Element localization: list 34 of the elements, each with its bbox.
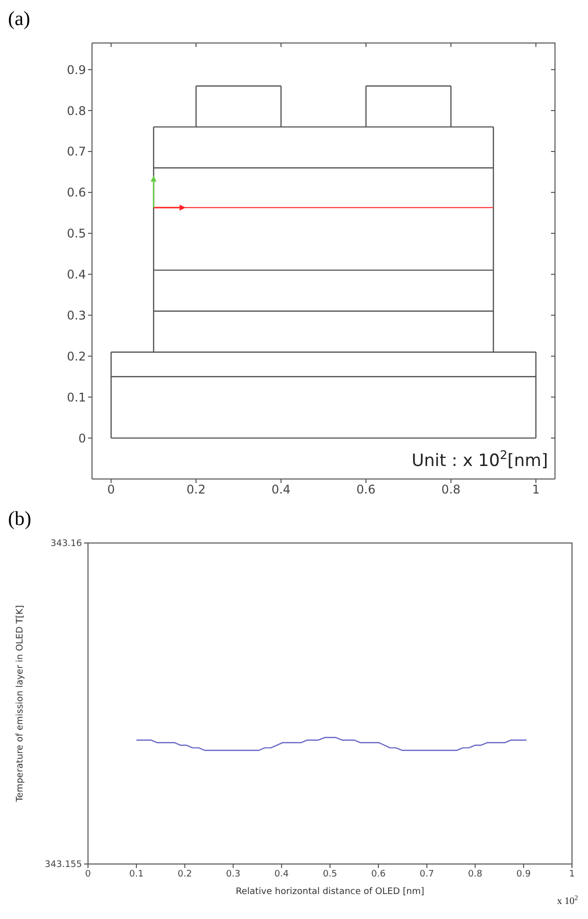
y-tick-label: 0.7: [66, 144, 86, 159]
x-tick-label: 0.4: [274, 869, 290, 880]
x-tick-label: 0.2: [186, 482, 206, 497]
annotation: Unit : x 10$^{2}$[nm]: [412, 448, 548, 471]
y-tick-label: 0: [78, 431, 86, 446]
text: x 10$^{2}$: [557, 894, 578, 907]
x-tick-label: 0.7: [420, 869, 434, 880]
y-tick-label: 0.3: [66, 308, 86, 323]
x-tick-label: 0.9: [516, 869, 532, 880]
x-tick-label: 0.2: [178, 869, 192, 880]
y-tick-label: 0.6: [66, 186, 86, 200]
x-tick-label: 0.5: [322, 869, 338, 880]
y-tick-label: 0.1: [66, 390, 86, 404]
x-tick-label: 0.8: [441, 482, 460, 497]
x-tick-label: 0.6: [371, 869, 386, 880]
x-tick-label: 0.3: [226, 869, 240, 880]
y-tick-label: 0.9: [66, 62, 86, 77]
x-tick-label: 0.1: [129, 869, 144, 880]
y-tick-label: 0.4: [66, 268, 86, 282]
y-tick-label: 343.16: [50, 539, 82, 550]
x-tick-label: 0.4: [271, 482, 291, 497]
y-axis-title: Temperature of emission layer in OLED T[K]: [15, 605, 26, 803]
x-tick-label: 0.6: [356, 482, 376, 497]
y-tick-label: 0.8: [66, 104, 86, 118]
y-tick-label: 343.155: [44, 860, 82, 870]
x-tick-label: 0.8: [468, 869, 483, 880]
chart-title: (a): [8, 8, 32, 32]
y-tick-label: 0.2: [66, 349, 86, 364]
x-tick-label: 1: [569, 869, 575, 880]
chart-title: (b): [8, 508, 32, 532]
y-tick-label: 0.5: [66, 226, 86, 241]
x-tick-label: 0: [107, 482, 115, 497]
x-tick-label: 1: [532, 482, 540, 497]
x-axis-title: Relative horizontal distance of OLED [nm]: [236, 887, 424, 897]
